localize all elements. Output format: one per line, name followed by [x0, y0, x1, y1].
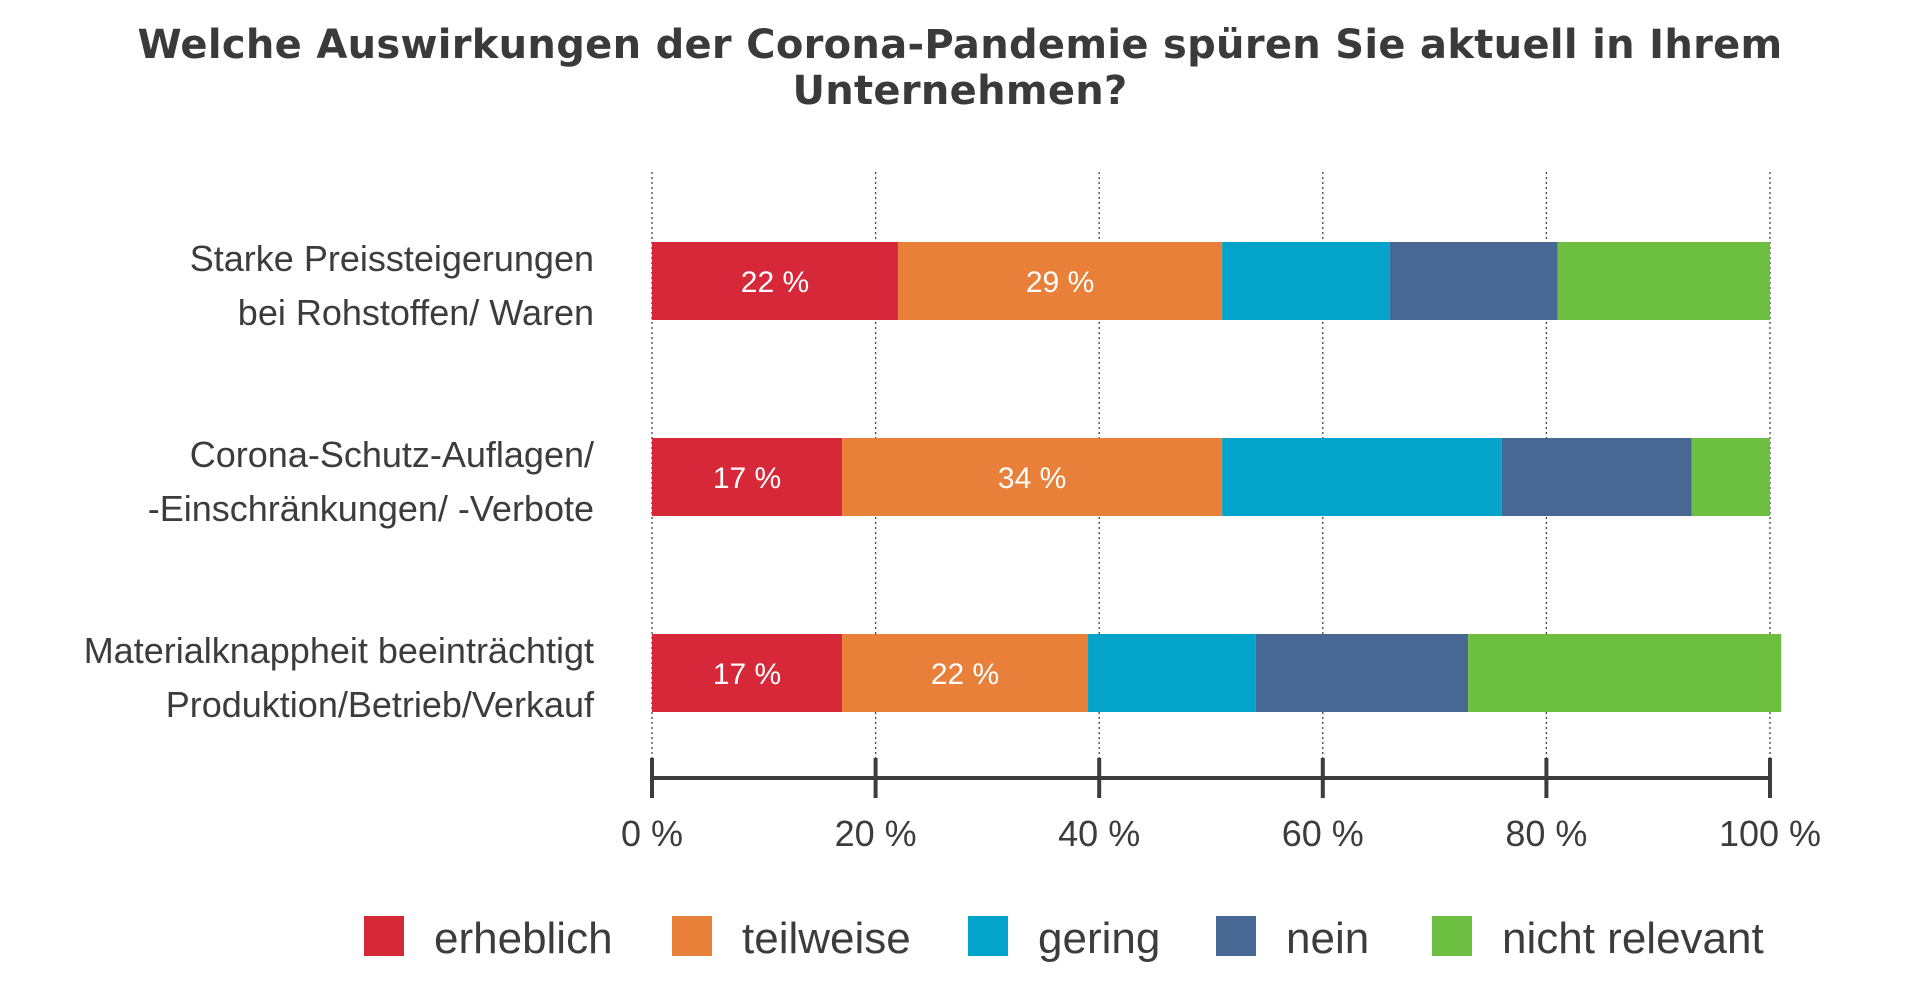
legend-swatch-1: [672, 916, 712, 956]
x-tick-label-0: 0 %: [621, 813, 683, 854]
data-label-erheblich-2: 17 %: [713, 658, 781, 691]
bar-nicht-relevant-1: [1691, 438, 1770, 516]
data-label-teilweise-2: 22 %: [931, 658, 999, 691]
x-tick-label-3: 60 %: [1282, 813, 1364, 854]
category-label-1-0: Corona-Schutz-Auflagen/: [190, 434, 594, 475]
bar-erheblich-2: [652, 634, 843, 712]
chart-title: Welche Auswirkungen der Corona-Pandemie …: [137, 22, 1783, 114]
legend-label-1: teilweise: [742, 914, 911, 963]
bar-teilweise-0: [897, 242, 1223, 320]
category-label-2-0: Materialknappheit beeinträchtigt: [84, 630, 594, 671]
x-tick-label-1: 20 %: [835, 813, 917, 854]
bar-gering-1: [1222, 438, 1502, 516]
bar-gering-2: [1088, 634, 1256, 712]
category-label-2-1: Produktion/Betrieb/Verkauf: [166, 684, 595, 725]
bar-teilweise-1: [842, 438, 1223, 516]
bar-erheblich-0: [652, 242, 898, 320]
bar-nein-0: [1389, 242, 1558, 320]
bar-nein-1: [1501, 438, 1692, 516]
legend-label-2: gering: [1038, 914, 1160, 963]
legend-swatch-4: [1432, 916, 1472, 956]
bar-teilweise-2: [842, 634, 1089, 712]
legend-label-0: erheblich: [434, 914, 613, 963]
bar-erheblich-1: [652, 438, 843, 516]
legend-label-3: nein: [1286, 914, 1369, 963]
data-label-teilweise-0: 29 %: [1026, 266, 1094, 299]
bar-nein-2: [1255, 634, 1469, 712]
bar-gering-0: [1222, 242, 1390, 320]
x-tick-label-5: 100 %: [1719, 813, 1821, 854]
legend-label-4: nicht relevant: [1502, 914, 1764, 963]
legend-swatch-3: [1216, 916, 1256, 956]
legend-swatch-2: [968, 916, 1008, 956]
data-label-erheblich-1: 17 %: [713, 462, 781, 495]
data-label-teilweise-1: 34 %: [998, 462, 1066, 495]
x-tick-label-2: 40 %: [1058, 813, 1140, 854]
x-tick-label-4: 80 %: [1505, 813, 1587, 854]
bar-nicht-relevant-0: [1557, 242, 1770, 320]
category-label-0-1: bei Rohstoffen/ Waren: [238, 292, 594, 333]
category-label-1-1: -Einschränkungen/ -Verbote: [148, 488, 594, 529]
legend-swatch-0: [364, 916, 404, 956]
bar-nicht-relevant-2: [1468, 634, 1782, 712]
data-label-erheblich-0: 22 %: [741, 266, 809, 299]
category-label-0-0: Starke Preissteigerungen: [190, 238, 594, 279]
